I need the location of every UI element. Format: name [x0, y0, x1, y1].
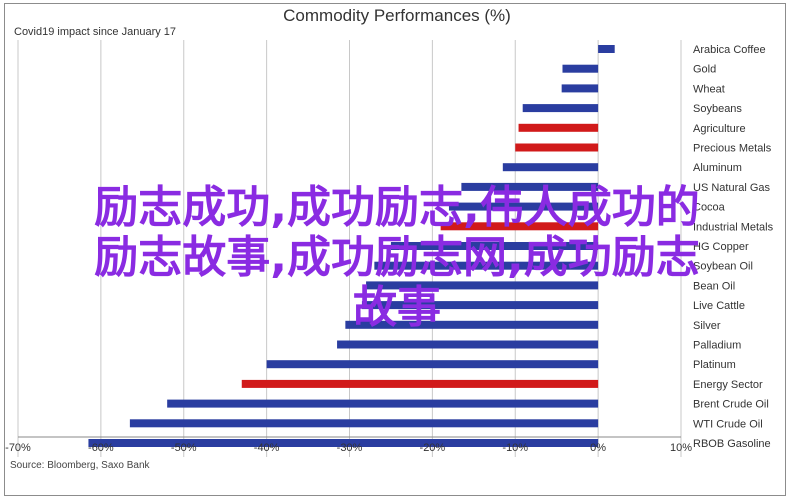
category-label: Soybean Oil [693, 261, 753, 273]
category-label: RBOB Gasoline [693, 438, 771, 450]
category-label: Silver [693, 320, 721, 332]
bar [502, 163, 599, 172]
x-tick-label: -20% [420, 442, 446, 454]
bar [562, 64, 599, 73]
x-tick-label: 0% [590, 442, 606, 454]
category-label: Aluminum [693, 162, 742, 174]
bar [129, 419, 599, 428]
category-label: Brent Crude Oil [693, 399, 769, 411]
category-label: WTI Crude Oil [693, 418, 763, 430]
x-tick-label: 10% [670, 442, 692, 454]
chart-subtitle: Covid19 impact since January 17 [14, 26, 176, 38]
category-label: HG Copper [693, 241, 749, 253]
x-tick-label: -60% [88, 442, 114, 454]
x-tick-label: -70% [5, 442, 31, 454]
category-label: Agriculture [693, 123, 746, 135]
category-label: Arabica Coffee [693, 44, 766, 56]
bar [448, 202, 599, 211]
bar [390, 242, 599, 250]
bar [366, 281, 599, 290]
bar [561, 84, 599, 93]
x-tick-label: -10% [502, 442, 528, 454]
category-label: Bean Oil [693, 280, 735, 292]
x-tick-label: -30% [337, 442, 363, 454]
category-label: Precious Metals [693, 143, 772, 155]
chart-title: Commodity Performances (%) [283, 6, 511, 25]
bar [337, 340, 599, 349]
bar [361, 301, 599, 310]
bar [461, 182, 599, 191]
category-label: Live Cattle [693, 300, 745, 312]
bar [345, 320, 599, 329]
category-label: Wheat [693, 83, 725, 95]
x-axis-ticks: -70% -60% -50% -40% -30% -20% -10% 0% 10% [5, 442, 692, 454]
bar [241, 379, 599, 388]
category-label: Palladium [693, 340, 741, 352]
bar [518, 123, 599, 132]
category-label: Platinum [693, 359, 736, 371]
bar [440, 222, 599, 231]
x-tick-label: -40% [254, 442, 280, 454]
bar [266, 360, 599, 369]
bar [522, 104, 599, 113]
category-label: Soybeans [693, 103, 742, 115]
bar [374, 261, 599, 270]
bars [88, 45, 615, 447]
bar [167, 399, 599, 408]
bar [515, 143, 599, 152]
category-label: Gold [693, 64, 716, 76]
category-labels: Arabica Coffee Gold Wheat Soybeans Agricultu… [693, 44, 774, 450]
category-label: US Natural Gas [693, 182, 771, 194]
category-label: Energy Sector [693, 379, 763, 391]
bar [88, 439, 599, 447]
chart-source: Source: Bloomberg, Saxo Bank [10, 460, 151, 471]
category-label: Cocoa [693, 202, 726, 214]
category-label: Industrial Metals [693, 221, 774, 233]
bar [598, 45, 615, 53]
x-tick-label: -50% [171, 442, 197, 454]
